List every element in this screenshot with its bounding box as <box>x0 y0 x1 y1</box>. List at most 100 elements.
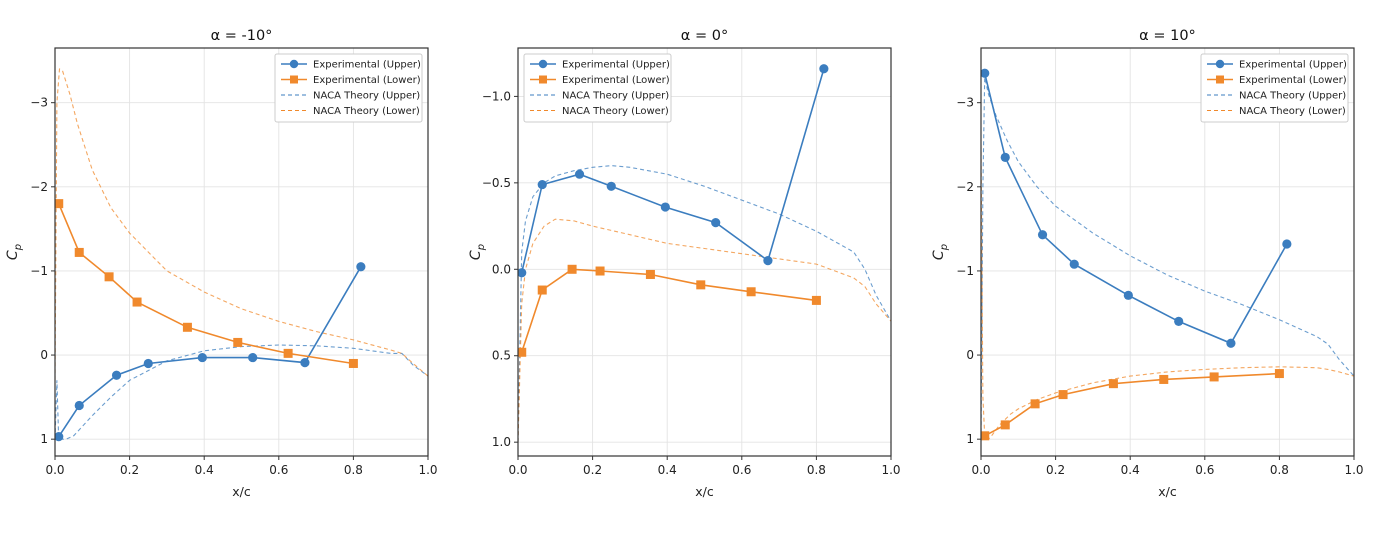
y-tick-label: 1.0 <box>492 435 511 449</box>
data-point-lower <box>567 264 577 274</box>
legend-marker-circle <box>538 59 548 69</box>
legend-marker-square <box>1216 75 1224 84</box>
data-point-lower <box>746 287 756 297</box>
data-point-lower <box>74 247 84 257</box>
data-point-lower <box>1000 420 1010 430</box>
legend: Experimental (Upper) Experimental (Lower)… <box>274 53 423 123</box>
y-axis-label: Cp <box>931 244 950 260</box>
x-tick-label: 1.0 <box>881 463 900 477</box>
y-axis-label: Cp <box>5 244 24 260</box>
data-point-upper <box>606 181 616 191</box>
series-line-naca-theory-upper <box>55 344 428 440</box>
x-tick-label: 0.4 <box>658 463 677 477</box>
x-tick-label: 0.0 <box>508 463 527 477</box>
x-tick-label: 0.2 <box>1046 463 1065 477</box>
x-tick-label: 0.0 <box>971 463 990 477</box>
series-line-naca-theory-upper <box>518 165 891 443</box>
legend-label: NACA Theory (Lower) <box>562 106 669 117</box>
data-point-upper <box>537 179 547 190</box>
legend-box <box>274 53 423 123</box>
data-point-lower <box>595 266 605 276</box>
series-line-experimental-lower <box>57 203 354 365</box>
x-tick-label: 0.8 <box>807 463 826 477</box>
y-tick-label: −1 <box>30 264 48 278</box>
x-tick-label: 0.6 <box>732 463 751 477</box>
y-tick-label: −2 <box>30 180 48 194</box>
data-point-upper <box>518 268 527 278</box>
y-tick-label: −3 <box>30 96 48 110</box>
chart-title: α = 0° <box>681 28 728 44</box>
x-axis-label: x/c <box>695 484 714 499</box>
axes-frame <box>980 47 1355 457</box>
data-point-upper <box>763 256 773 266</box>
y-tick-label: 0 <box>40 348 48 362</box>
data-point-upper <box>197 352 207 363</box>
legend-label: NACA Theory (Upper) <box>562 91 669 102</box>
series-line-experimental-upper <box>520 68 825 273</box>
data-point-lower <box>283 348 293 358</box>
data-point-upper <box>1037 230 1048 240</box>
y-tick-label: 0.5 <box>492 349 511 363</box>
data-point-upper <box>1000 152 1010 162</box>
x-tick-label: 0.8 <box>344 463 363 477</box>
data-point-lower <box>55 199 64 209</box>
y-tick-label: −0.5 <box>482 176 511 190</box>
y-axis-label: Cp <box>468 244 487 260</box>
legend-label: NACA Theory (Lower) <box>313 106 420 117</box>
data-point-upper <box>111 370 122 380</box>
series-line-experimental-lower <box>520 268 817 353</box>
data-point-lower <box>1159 374 1169 384</box>
legend-marker-square <box>539 75 547 84</box>
y-tick-label: −3 <box>956 96 974 110</box>
series-line-naca-theory-upper <box>981 77 1354 440</box>
data-point-upper <box>819 64 829 74</box>
x-tick-label: 1.0 <box>418 463 437 477</box>
legend: Experimental (Upper) Experimental (Lower)… <box>1200 53 1349 123</box>
data-point-upper <box>574 169 585 179</box>
legend-label: Experimental (Upper) <box>313 60 421 71</box>
y-tick-label: −1.0 <box>482 89 511 103</box>
data-point-upper <box>1226 338 1236 348</box>
y-tick-label: 1 <box>966 432 974 446</box>
data-point-lower <box>1058 390 1068 400</box>
x-tick-label: 0.2 <box>120 463 139 477</box>
x-tick-label: 0.6 <box>1195 463 1214 477</box>
x-tick-label: 1.0 <box>1344 463 1363 477</box>
axes-frame <box>54 47 429 457</box>
legend-marker-circle <box>289 59 299 69</box>
legend-label: NACA Theory (Upper) <box>313 91 420 102</box>
legend-label: NACA Theory (Upper) <box>1239 91 1346 102</box>
chart-title: α = 10° <box>1139 28 1196 44</box>
data-point-lower <box>1030 399 1040 409</box>
x-tick-label: 0.0 <box>45 463 64 477</box>
data-point-upper <box>143 358 153 369</box>
series-line-experimental-lower <box>984 372 1280 437</box>
y-tick-label: 1 <box>40 432 48 446</box>
data-point-upper <box>981 68 990 78</box>
legend-label: Experimental (Lower) <box>562 75 670 86</box>
legend-label: Experimental (Upper) <box>1239 60 1347 71</box>
legend-label: Experimental (Lower) <box>313 75 421 86</box>
data-point-upper <box>711 218 721 228</box>
y-tick-label: −2 <box>956 180 974 194</box>
x-axis-label: x/c <box>1158 484 1177 499</box>
chart-panel-alpha-10: 0.0 0.2 0.4 0.6 0.8 1.0 −3 −2 −1 0 1 α = 10° x/c Cp Ex… <box>931 28 1364 499</box>
y-tick-label: 0 <box>966 348 974 362</box>
data-point-lower <box>1108 379 1118 389</box>
data-point-lower <box>1274 369 1284 379</box>
series-group <box>55 68 428 442</box>
series-line-naca-theory-lower <box>981 144 1354 440</box>
legend-label: Experimental (Lower) <box>1239 75 1347 86</box>
legend: Experimental (Upper) Experimental (Lower)… <box>523 53 672 123</box>
data-point-upper <box>248 352 258 363</box>
series-line-experimental-upper <box>58 266 362 438</box>
series-group <box>981 68 1354 441</box>
legend-label: NACA Theory (Lower) <box>1239 106 1346 117</box>
x-tick-label: 0.2 <box>583 463 602 477</box>
legend-label: Experimental (Upper) <box>562 60 670 71</box>
x-tick-label: 0.4 <box>195 463 214 477</box>
chart-panel-alpha-minus-10: 0.0 0.2 0.4 0.6 0.8 1.0 −3 −2 −1 0 1 α = -10° x/c Cp E… <box>5 28 438 499</box>
y-tick-label: −1 <box>956 264 974 278</box>
x-axis-label: x/c <box>232 484 251 499</box>
